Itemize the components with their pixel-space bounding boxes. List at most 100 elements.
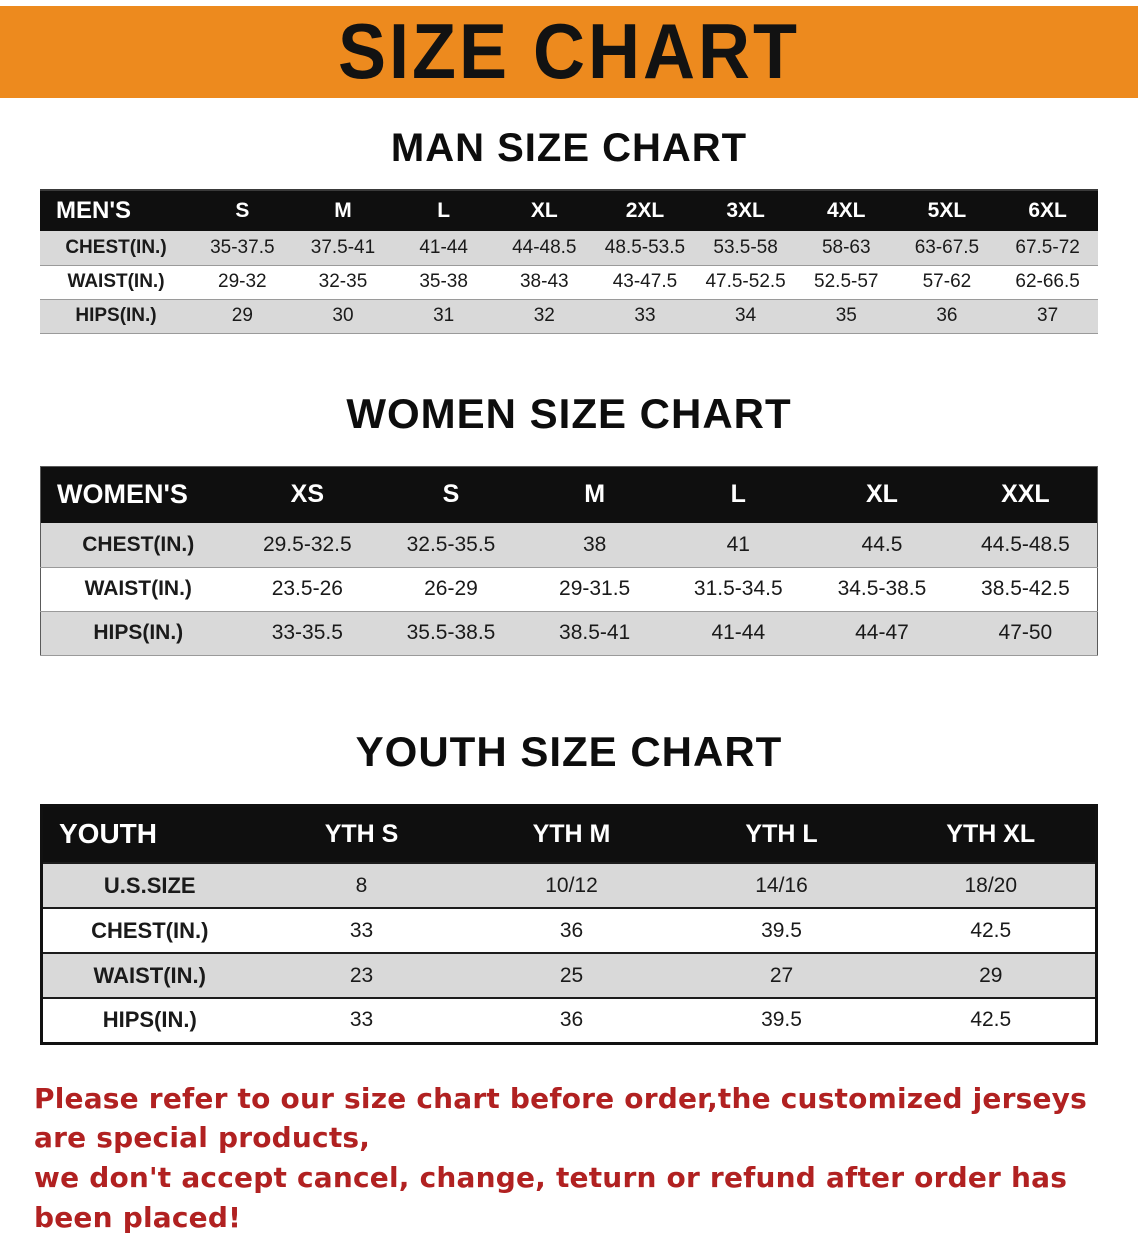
women-value-cell: 33-35.5 xyxy=(271,621,343,644)
youth-row-label: CHEST(IN.) xyxy=(91,917,209,943)
women-value-cell: 32.5-35.5 xyxy=(406,532,496,556)
men-value-cell: 29-32 xyxy=(218,271,267,292)
youth-header-row: YOUTH YTH S YTH M YTH L YTH XL xyxy=(41,805,1097,863)
men-value-cell: 29 xyxy=(231,305,253,326)
men-value-cell: 48.5-53.5 xyxy=(604,236,686,258)
women-row-waist-in: WAIST(IN.) 23.5-26 26-29 29-31.5 31.5-34.5 34… xyxy=(40,567,1098,611)
youth-size-table: YOUTH YTH S YTH M YTH L YTH XL U.S.SIZE 8 10/1… xyxy=(40,803,1098,1045)
women-table-title: WOMEN'S xyxy=(40,466,236,523)
youth-row-hips-in: HIPS(IN.) 33 36 39.5 42.5 xyxy=(41,998,1097,1043)
men-value-cell: 52.5-57 xyxy=(814,271,879,292)
men-size-table: MEN'S S M L XL 2XL 3XL 4XL 5XL 6XL CHEST(IN.) 35-3… xyxy=(40,189,1098,334)
youth-value-cell: 14/16 xyxy=(755,873,808,897)
women-value-cell: 34.5-38.5 xyxy=(837,577,927,600)
women-value-cell: 38.5-41 xyxy=(559,621,631,644)
youth-row-u-s-size: U.S.SIZE 8 10/12 14/16 18/20 xyxy=(41,863,1097,908)
men-size-col-3xl: 3XL xyxy=(695,190,796,231)
men-size-col-l: L xyxy=(393,190,494,231)
women-size-col-m: M xyxy=(522,466,667,523)
man-size-chart-heading: MAN SIZE CHART xyxy=(390,126,748,170)
women-value-cell: 31.5-34.5 xyxy=(693,577,783,600)
women-value-cell: 29.5-32.5 xyxy=(262,532,352,556)
women-size-col-s: S xyxy=(379,466,523,523)
youth-value-cell: 18/20 xyxy=(964,873,1018,897)
youth-size-chart-heading: YOUTH SIZE CHART xyxy=(355,727,783,775)
disclaimer-line-2: we don't accept cancel, change, teturn o… xyxy=(34,1161,1068,1234)
men-value-cell: 33 xyxy=(634,305,656,326)
disclaimer-text: Please refer to our size chart before or… xyxy=(0,1079,1138,1238)
women-header-row: WOMEN'S XS S M L XL XXL xyxy=(40,466,1098,523)
men-size-col-m: M xyxy=(292,190,394,231)
men-row-label: WAIST(IN.) xyxy=(67,271,165,292)
youth-row-label: HIPS(IN.) xyxy=(102,1007,197,1033)
men-value-cell: 35 xyxy=(835,305,857,326)
youth-value-cell: 33 xyxy=(349,918,374,942)
men-value-cell: 63-67.5 xyxy=(914,236,980,258)
youth-value-cell: 29 xyxy=(979,963,1003,987)
women-value-cell: 47-50 xyxy=(998,621,1053,644)
youth-size-col-yth-xl: YTH XL xyxy=(886,805,1097,863)
men-size-col-5xl: 5XL xyxy=(896,190,998,231)
men-size-col-4xl: 4XL xyxy=(795,190,897,231)
men-row-waist-in: WAIST(IN.) 29-32 32-35 35-38 38-43 43-47.5 47.… xyxy=(40,265,1098,299)
men-value-cell: 34 xyxy=(735,305,757,326)
youth-table-title: YOUTH xyxy=(41,805,257,863)
women-size-col-l: L xyxy=(666,466,811,523)
men-table-title: MEN'S xyxy=(40,190,192,231)
women-row-hips-in: HIPS(IN.) 33-35.5 35.5-38.5 38.5-41 41-44 44-… xyxy=(40,611,1098,655)
youth-size-col-yth-s: YTH S xyxy=(256,805,467,863)
men-value-cell: 35-37.5 xyxy=(210,236,275,258)
men-row-label: HIPS(IN.) xyxy=(75,305,157,326)
youth-value-cell: 39.5 xyxy=(761,1008,802,1032)
youth-row-chest-in: CHEST(IN.) 33 36 39.5 42.5 xyxy=(41,908,1097,953)
youth-value-cell: 25 xyxy=(559,963,584,987)
women-value-cell: 41 xyxy=(726,532,750,556)
men-value-cell: 36 xyxy=(936,305,958,326)
men-value-cell: 53.5-58 xyxy=(713,236,778,258)
men-value-cell: 58-63 xyxy=(821,236,871,258)
men-value-cell: 43-47.5 xyxy=(612,271,678,292)
youth-value-cell: 42.5 xyxy=(970,918,1012,942)
women-value-cell: 41-44 xyxy=(711,621,766,644)
youth-size-col-yth-m: YTH M xyxy=(466,805,677,863)
men-value-cell: 37 xyxy=(1037,305,1059,326)
men-size-col-2xl: 2XL xyxy=(594,190,696,231)
men-row-chest-in: CHEST(IN.) 35-37.5 37.5-41 41-44 44-48.5 48.5… xyxy=(40,231,1098,265)
size-chart-banner: SIZE CHART xyxy=(0,6,1138,98)
banner-title: SIZE CHART xyxy=(338,8,800,96)
youth-value-cell: 10/12 xyxy=(545,873,598,897)
men-size-col-xl: XL xyxy=(493,190,595,231)
women-value-cell: 29-31.5 xyxy=(559,577,631,600)
youth-row-label: WAIST(IN.) xyxy=(93,962,206,988)
youth-value-cell: 42.5 xyxy=(970,1008,1012,1032)
men-value-cell: 32-35 xyxy=(318,271,368,292)
youth-value-cell: 8 xyxy=(355,873,368,897)
women-value-cell: 38 xyxy=(582,532,607,556)
women-size-table: WOMEN'S XS S M L XL XXL CHEST(IN.) 29.5-32.5 32.… xyxy=(40,465,1098,656)
youth-value-cell: 33 xyxy=(349,1008,374,1032)
youth-value-cell: 39.5 xyxy=(761,918,802,942)
men-value-cell: 30 xyxy=(332,305,354,326)
women-value-cell: 38.5-42.5 xyxy=(981,577,1070,600)
women-value-cell: 23.5-26 xyxy=(271,577,343,600)
youth-row-waist-in: WAIST(IN.) 23 25 27 29 xyxy=(41,953,1097,998)
men-value-cell: 37.5-41 xyxy=(310,236,376,258)
men-header-row: MEN'S S M L XL 2XL 3XL 4XL 5XL 6XL xyxy=(40,190,1098,231)
disclaimer-line-1: Please refer to our size chart before or… xyxy=(34,1081,1088,1155)
men-value-cell: 41-44 xyxy=(419,236,468,258)
men-value-cell: 35-38 xyxy=(419,271,468,292)
men-value-cell: 32 xyxy=(533,305,555,326)
women-size-col-xs: XS xyxy=(235,466,380,523)
youth-value-cell: 36 xyxy=(559,918,584,942)
men-value-cell: 57-62 xyxy=(922,271,972,292)
women-row-label: WAIST(IN.) xyxy=(84,577,192,600)
women-value-cell: 44.5 xyxy=(861,532,903,556)
women-value-cell: 35.5-38.5 xyxy=(406,621,496,644)
youth-size-col-yth-l: YTH L xyxy=(676,805,887,863)
men-value-cell: 38-43 xyxy=(519,271,569,292)
youth-value-cell: 27 xyxy=(769,963,794,987)
men-size-col-s: S xyxy=(192,190,293,231)
men-value-cell: 47.5-52.5 xyxy=(705,271,786,292)
youth-value-cell: 23 xyxy=(349,963,374,987)
youth-value-cell: 36 xyxy=(559,1008,584,1032)
